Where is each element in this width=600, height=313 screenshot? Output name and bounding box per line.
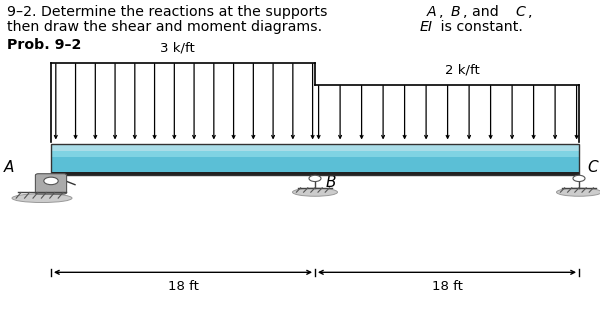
FancyBboxPatch shape [35, 174, 67, 194]
Circle shape [309, 175, 321, 182]
Text: , and: , and [463, 5, 503, 19]
Ellipse shape [12, 194, 72, 203]
Text: 9–2. Determine the reactions at the supports: 9–2. Determine the reactions at the supp… [7, 5, 332, 19]
Text: B: B [451, 5, 460, 19]
Bar [51, 172, 579, 175]
Text: C: C [587, 160, 598, 175]
Text: EI: EI [419, 20, 433, 34]
Bar [51, 144, 579, 175]
Text: then draw the shear and moment diagrams.: then draw the shear and moment diagrams. [7, 20, 327, 34]
Text: is constant.: is constant. [436, 20, 523, 34]
Text: A: A [4, 160, 14, 175]
Text: Prob. 9–2: Prob. 9–2 [7, 38, 82, 52]
Text: 18 ft: 18 ft [431, 280, 463, 293]
Text: ,: , [528, 5, 532, 19]
Bar [51, 144, 579, 151]
Circle shape [44, 177, 58, 185]
Bar [51, 144, 579, 175]
Ellipse shape [557, 188, 600, 196]
Text: 2 k/ft: 2 k/ft [445, 64, 479, 77]
Ellipse shape [293, 188, 337, 196]
Text: B: B [326, 175, 337, 190]
Circle shape [573, 175, 585, 182]
Text: ,: , [439, 5, 448, 19]
Text: 3 k/ft: 3 k/ft [160, 42, 194, 55]
Text: 18 ft: 18 ft [167, 280, 199, 293]
Text: A: A [427, 5, 436, 19]
Bar [51, 151, 579, 156]
Text: C: C [515, 5, 525, 19]
